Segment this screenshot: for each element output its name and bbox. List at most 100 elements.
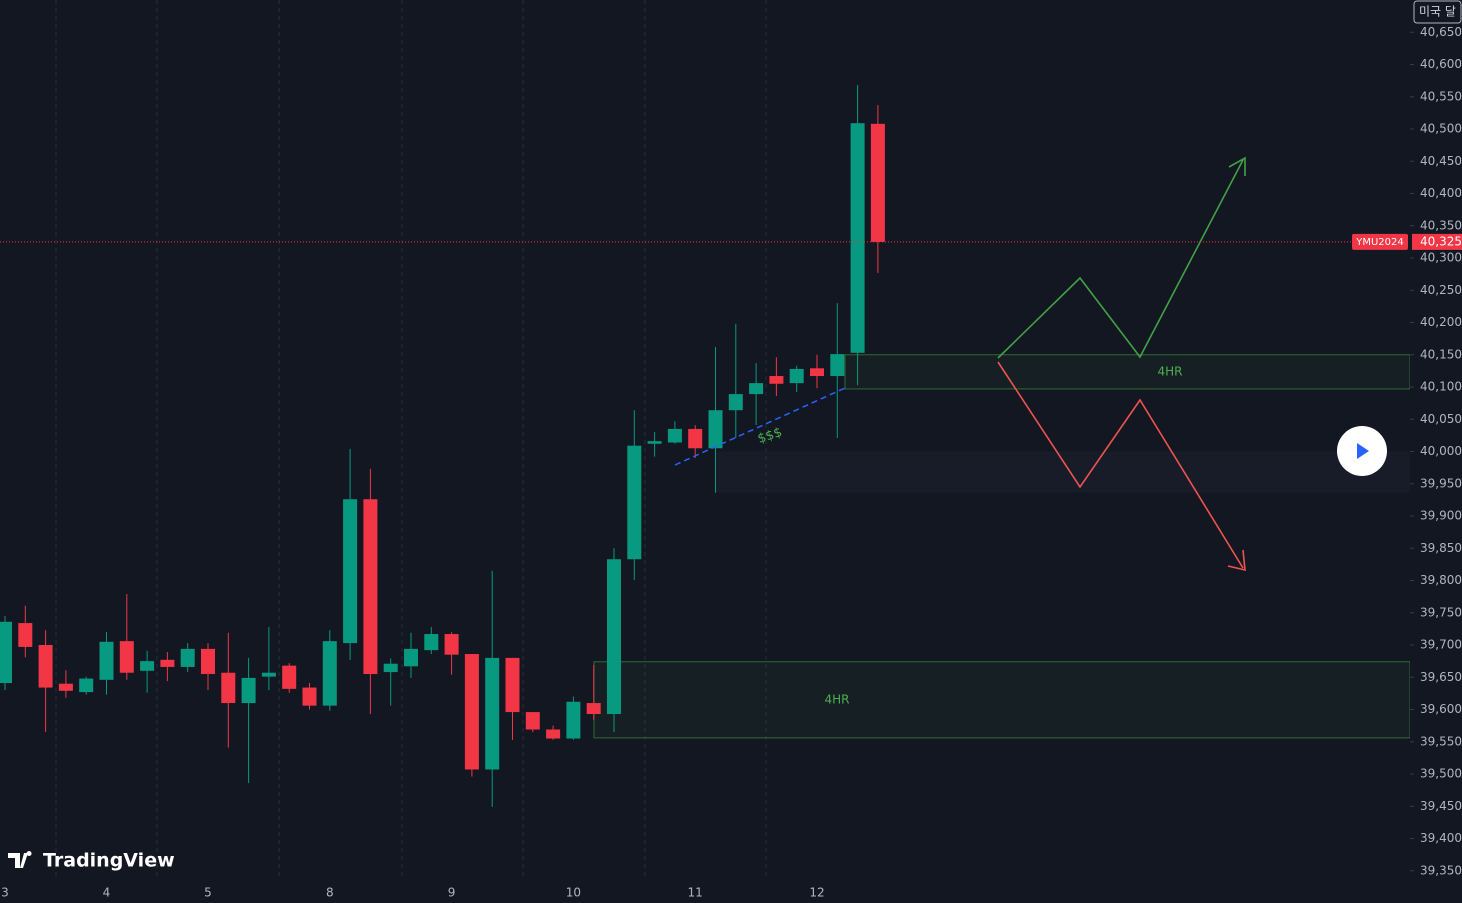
candle-body (505, 657, 520, 713)
x-tick-label: 3 (1, 886, 9, 900)
candle-body (119, 641, 134, 673)
bull-path (997, 159, 1244, 359)
candle-body (728, 394, 743, 411)
x-tick-label: 12 (809, 886, 824, 900)
candle-body (221, 672, 236, 704)
logo-icon (8, 851, 32, 868)
candle-body (343, 499, 358, 644)
y-tick-label: 40,150 (1420, 347, 1462, 361)
y-tick-label: 40,450 (1420, 154, 1462, 168)
y-tick-label: 39,700 (1420, 638, 1462, 652)
candle-body (525, 712, 540, 730)
candle-body (586, 703, 601, 715)
candle-body (769, 376, 784, 384)
symbol-tag (1352, 233, 1408, 250)
candle-body (18, 623, 33, 647)
candle-body (688, 428, 703, 449)
y-tick-label: 39,900 (1420, 509, 1462, 523)
candle-body (79, 678, 94, 693)
y-tick-label: 40,250 (1420, 283, 1462, 297)
candle-body (241, 677, 256, 704)
candle-body (424, 634, 439, 651)
candle-body (546, 729, 561, 739)
arrowhead (1228, 156, 1246, 176)
candle-body (201, 648, 215, 675)
candle-body (404, 648, 418, 667)
candle-body (850, 123, 865, 353)
x-tick-label: 10 (566, 886, 581, 900)
candle-body (322, 641, 337, 706)
axis: 39,350 39,400 39,450 39,500 39,550 39,600 39,6… (1410, 25, 1462, 877)
zone (844, 354, 1411, 390)
candle-body (38, 645, 53, 688)
candle-body (261, 672, 276, 677)
candle-body (383, 663, 398, 673)
candle-body (363, 499, 378, 675)
y-tick-label: 40,500 (1420, 122, 1462, 136)
last-price-tag (1412, 233, 1462, 250)
y-tick-label: 40,100 (1420, 380, 1462, 394)
candle-body (870, 123, 885, 242)
y-tick-label: 39,600 (1420, 702, 1462, 716)
y-tick-label: 40,400 (1420, 186, 1462, 200)
trend-line (674, 387, 846, 466)
y-tick-label: 39,400 (1420, 831, 1462, 845)
y-tick-label: 39,750 (1420, 605, 1462, 619)
zone (715, 451, 1410, 493)
y-tick-label: 39,500 (1420, 767, 1462, 781)
candle-body (302, 687, 317, 706)
y-tick-label: 40,650 (1420, 25, 1462, 39)
y-tick-label: 39,550 (1420, 734, 1462, 748)
candle-body (708, 410, 723, 449)
candle-body (485, 657, 500, 770)
price-axis (1410, 0, 1462, 903)
candle-body (180, 648, 195, 667)
bear-path (997, 361, 1244, 569)
zone-label: 4HR (825, 692, 850, 706)
candle-body (607, 559, 621, 715)
candle-body (160, 659, 175, 667)
currency[interactable]: 미국 달 (1419, 5, 1456, 19)
candle-body (58, 683, 73, 691)
candle-body (647, 441, 662, 444)
annotation: $$$ (756, 425, 784, 447)
candle-body (464, 654, 479, 770)
y-tick-label: 39,950 (1420, 476, 1462, 490)
day-separators (55, 0, 767, 880)
x-tick-label: 5 (204, 886, 212, 900)
y-tick-label: 39,450 (1420, 799, 1462, 813)
brand: TradingView (43, 850, 175, 872)
candle-body (140, 661, 155, 671)
x-tick-label: 8 (326, 886, 334, 900)
x-tick-label: 4 (103, 886, 111, 900)
candle-body (749, 383, 764, 395)
currency-box[interactable] (1413, 0, 1462, 24)
zone-label: 4HR (1158, 364, 1183, 378)
last-price-label: 40,325 (1420, 234, 1462, 248)
y-tick-label: 39,800 (1420, 573, 1462, 587)
y-tick-label: 40,600 (1420, 57, 1462, 71)
zone (593, 661, 1411, 739)
candle-body (566, 701, 581, 739)
y-tick-label: 39,850 (1420, 541, 1462, 555)
y-tick-label: 39,350 (1420, 863, 1462, 877)
candle-body (0, 621, 12, 684)
y-tick-label: 40,200 (1420, 315, 1462, 329)
y-tick-label: 40,300 (1420, 251, 1462, 265)
logo (8, 851, 32, 868)
play-icon[interactable] (1357, 443, 1369, 459)
candle-body (810, 368, 824, 377)
y-tick-label: 40,550 (1420, 89, 1462, 103)
y-tick-label: 40,050 (1420, 412, 1462, 426)
candle-body (830, 354, 845, 377)
candle-body (627, 445, 642, 560)
y-tick-label: 40,350 (1420, 218, 1462, 232)
candles (0, 85, 885, 807)
candle-body (282, 665, 297, 689)
x-tick-label: 11 (688, 886, 703, 900)
candle-body (444, 634, 459, 655)
y-tick-label: 39,650 (1420, 670, 1462, 684)
